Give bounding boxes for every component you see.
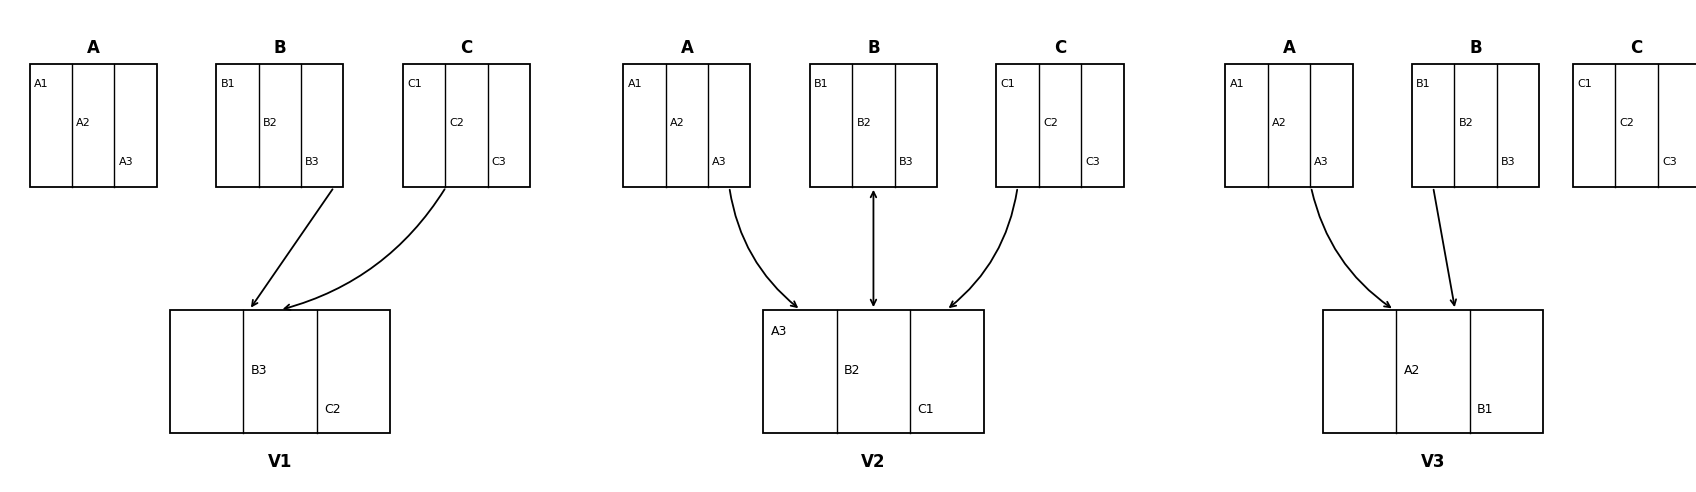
- Bar: [1225, 64, 1353, 187]
- Text: B: B: [867, 38, 880, 57]
- Text: B3: B3: [1501, 157, 1516, 167]
- Text: C: C: [460, 38, 473, 57]
- Bar: [1411, 64, 1538, 187]
- Text: B2: B2: [263, 118, 278, 128]
- Text: B3: B3: [251, 364, 266, 377]
- Text: C3: C3: [1085, 157, 1101, 167]
- Text: B1: B1: [814, 79, 829, 89]
- Text: B: B: [1469, 38, 1482, 57]
- Bar: [1323, 310, 1543, 433]
- Text: B2: B2: [1459, 118, 1474, 128]
- Text: B1: B1: [1416, 79, 1431, 89]
- Text: B: B: [273, 38, 287, 57]
- Text: A2: A2: [670, 118, 685, 128]
- Text: C1: C1: [1001, 79, 1016, 89]
- Text: C2: C2: [324, 403, 341, 416]
- Bar: [811, 64, 936, 187]
- Text: A2: A2: [1272, 118, 1287, 128]
- Text: C2: C2: [1043, 118, 1058, 128]
- Text: A2: A2: [76, 118, 92, 128]
- Text: A1: A1: [34, 79, 49, 89]
- Bar: [404, 64, 529, 187]
- Text: C2: C2: [449, 118, 465, 128]
- Bar: [170, 310, 390, 433]
- Text: V1: V1: [268, 453, 292, 471]
- Text: A: A: [1282, 38, 1296, 57]
- Text: B3: B3: [305, 157, 321, 167]
- Text: V2: V2: [862, 453, 885, 471]
- Text: A3: A3: [1314, 157, 1330, 167]
- Text: B2: B2: [856, 118, 872, 128]
- Text: C1: C1: [407, 79, 422, 89]
- Text: C3: C3: [492, 157, 507, 167]
- Bar: [763, 310, 984, 433]
- Text: A3: A3: [712, 157, 728, 167]
- Bar: [1574, 64, 1696, 187]
- Text: C1: C1: [918, 403, 934, 416]
- Text: A: A: [680, 38, 694, 57]
- Bar: [31, 64, 156, 187]
- Text: A1: A1: [1230, 79, 1245, 89]
- Text: C2: C2: [1620, 118, 1635, 128]
- Bar: [217, 64, 343, 187]
- Text: C: C: [1053, 38, 1067, 57]
- Text: C: C: [1630, 38, 1643, 57]
- Text: B1: B1: [1477, 403, 1494, 416]
- Text: C1: C1: [1577, 79, 1593, 89]
- Text: A3: A3: [119, 157, 134, 167]
- Bar: [624, 64, 751, 187]
- Text: C3: C3: [1662, 157, 1677, 167]
- Text: B3: B3: [899, 157, 914, 167]
- Bar: [997, 64, 1123, 187]
- Text: V3: V3: [1421, 453, 1445, 471]
- Text: A: A: [86, 38, 100, 57]
- Text: B1: B1: [220, 79, 236, 89]
- Text: A3: A3: [770, 325, 787, 338]
- Text: B2: B2: [845, 364, 860, 377]
- Text: A2: A2: [1404, 364, 1420, 377]
- Text: A1: A1: [628, 79, 643, 89]
